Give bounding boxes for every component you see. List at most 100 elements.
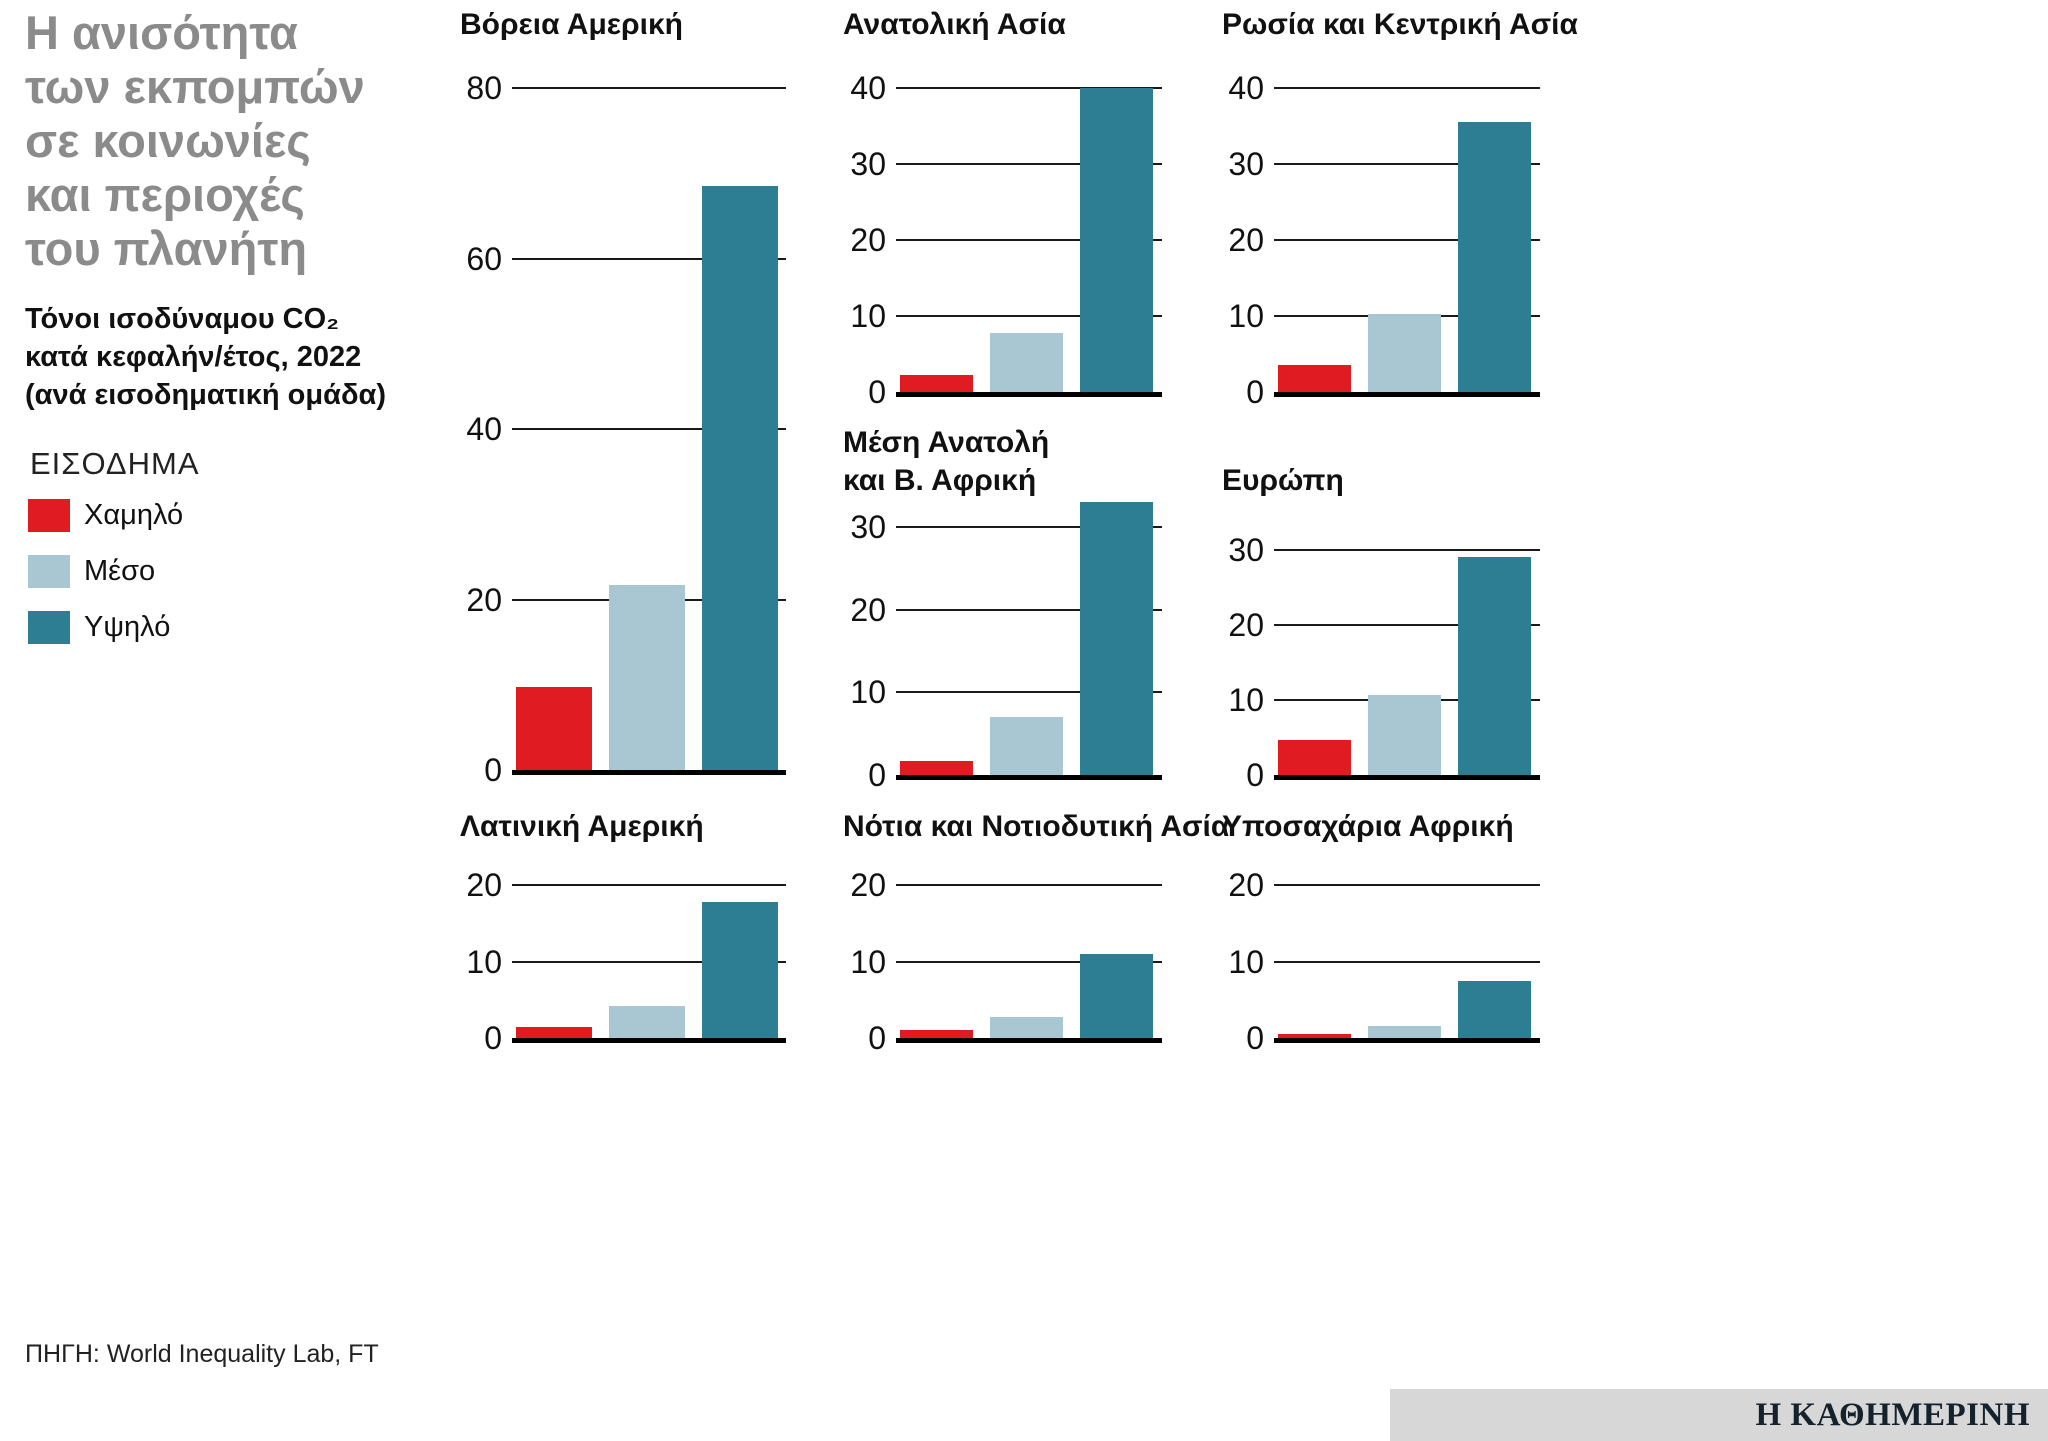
bar-mid <box>990 717 1063 775</box>
x-axis <box>1274 775 1540 780</box>
gridline <box>512 884 786 886</box>
legend-item-low: Χαμηλό <box>28 498 183 532</box>
gridline <box>512 960 786 963</box>
bar-mid <box>1368 1026 1441 1038</box>
page-title: Η ανισότητα των εκπομπών σε κοινωνίες κα… <box>25 6 365 275</box>
source-note: ΠΗΓΗ: World Inequality Lab, FT <box>25 1340 379 1368</box>
bar-mid <box>990 1017 1063 1038</box>
y-tick-label: 30 <box>850 509 886 546</box>
bar-high <box>702 186 778 770</box>
bar-high <box>1080 502 1153 775</box>
y-tick-label: 30 <box>850 146 886 182</box>
gridline <box>1274 239 1540 241</box>
chart-title: Λατινική Αμερική <box>460 810 704 843</box>
legend-swatch-mid <box>28 554 70 588</box>
bar-low <box>516 687 592 770</box>
x-axis <box>512 1038 786 1043</box>
y-tick-label: 60 <box>466 240 502 277</box>
gridline <box>896 884 1162 886</box>
y-tick-label: 20 <box>466 581 502 618</box>
y-tick-label: 0 <box>1246 757 1264 793</box>
gridline <box>896 526 1162 529</box>
gridline <box>1274 163 1540 165</box>
bar-low <box>1278 740 1351 775</box>
gridline <box>1274 549 1540 551</box>
x-axis <box>896 392 1162 397</box>
y-tick-label: 10 <box>1228 943 1264 980</box>
gridline <box>896 315 1162 317</box>
gridline <box>512 257 786 260</box>
chart-title: Ρωσία και Κεντρική Ασία <box>1222 8 1578 41</box>
y-tick-label: 30 <box>1228 146 1264 182</box>
legend-label-mid: Μέσο <box>84 554 156 587</box>
y-tick-label: 0 <box>868 757 886 793</box>
legend-title: ΕΙΣΟΔΗΜΑ <box>30 446 200 481</box>
y-tick-label: 40 <box>466 411 502 447</box>
bar-mid <box>609 585 685 770</box>
gridline <box>896 691 1162 694</box>
y-tick-label: 10 <box>850 674 886 711</box>
legend-item-high: Υψηλό <box>28 610 170 644</box>
gridline <box>896 239 1162 241</box>
y-tick-label: 40 <box>1228 70 1264 106</box>
chart-title: Ευρώπη <box>1222 464 1344 497</box>
chart-title: Βόρεια Αμερική <box>460 8 683 41</box>
x-axis <box>1274 1038 1540 1043</box>
y-tick-label: 20 <box>850 222 886 258</box>
chart-title: Νότια και Νοτιοδυτική Ασία <box>843 810 1230 843</box>
y-tick-label: 80 <box>466 70 502 106</box>
chart-title: Υποσαχάρια Αφρική <box>1222 810 1514 843</box>
y-tick-label: 10 <box>1228 682 1264 718</box>
gridline <box>1274 960 1540 963</box>
chart-title: Ανατολική Ασία <box>843 8 1066 41</box>
chart-title: Μέση Ανατολή και Β. Αφρική <box>843 426 1050 497</box>
bar-high <box>702 902 778 1038</box>
y-tick-label: 20 <box>1228 607 1264 643</box>
gridline <box>1274 884 1540 886</box>
bar-high <box>1458 981 1531 1038</box>
bar-high <box>1458 557 1531 775</box>
legend-swatch-low <box>28 498 70 532</box>
gridline <box>896 87 1162 89</box>
legend-swatch-high <box>28 610 70 644</box>
gridline <box>512 428 786 430</box>
bar-mid <box>609 1006 685 1038</box>
gridline <box>1274 87 1540 89</box>
y-tick-label: 40 <box>850 70 886 106</box>
bar-low <box>900 375 973 392</box>
y-tick-label: 0 <box>868 374 886 410</box>
x-axis <box>512 770 786 775</box>
chart-subtitle: Τόνοι ισοδύναμου CO₂ κατά κεφαλήν/έτος, … <box>25 303 387 411</box>
bar-high <box>1080 88 1153 392</box>
bar-mid <box>1368 314 1441 392</box>
y-tick-label: 20 <box>1228 867 1264 903</box>
bar-low <box>900 761 973 775</box>
y-tick-label: 0 <box>1246 374 1264 410</box>
y-tick-label: 10 <box>1228 298 1264 334</box>
y-tick-label: 10 <box>850 943 886 980</box>
footer-bar: Η ΚΑΘΗΜΕΡΙΝΗ <box>1390 1389 2048 1441</box>
y-tick-label: 30 <box>1228 532 1264 568</box>
x-axis <box>1274 392 1540 397</box>
y-tick-label: 0 <box>1246 1020 1264 1056</box>
bar-high <box>1080 954 1153 1038</box>
bar-low <box>516 1027 592 1038</box>
y-tick-label: 20 <box>1228 222 1264 258</box>
legend-label-low: Χαμηλό <box>84 498 184 531</box>
bar-mid <box>990 333 1063 392</box>
legend-item-mid: Μέσο <box>28 554 155 588</box>
y-tick-label: 10 <box>850 298 886 334</box>
legend-label-high: Υψηλό <box>84 610 171 643</box>
kathimerini-logo: Η ΚΑΘΗΜΕΡΙΝΗ <box>1755 1396 2030 1433</box>
gridline <box>1274 624 1540 626</box>
bar-low <box>1278 1034 1351 1038</box>
bar-high <box>1458 122 1531 392</box>
gridline <box>896 163 1162 165</box>
y-tick-label: 0 <box>484 752 502 788</box>
y-tick-label: 10 <box>466 943 502 980</box>
y-tick-label: 0 <box>868 1020 886 1056</box>
x-axis <box>896 775 1162 780</box>
y-tick-label: 20 <box>850 591 886 628</box>
gridline <box>896 960 1162 963</box>
